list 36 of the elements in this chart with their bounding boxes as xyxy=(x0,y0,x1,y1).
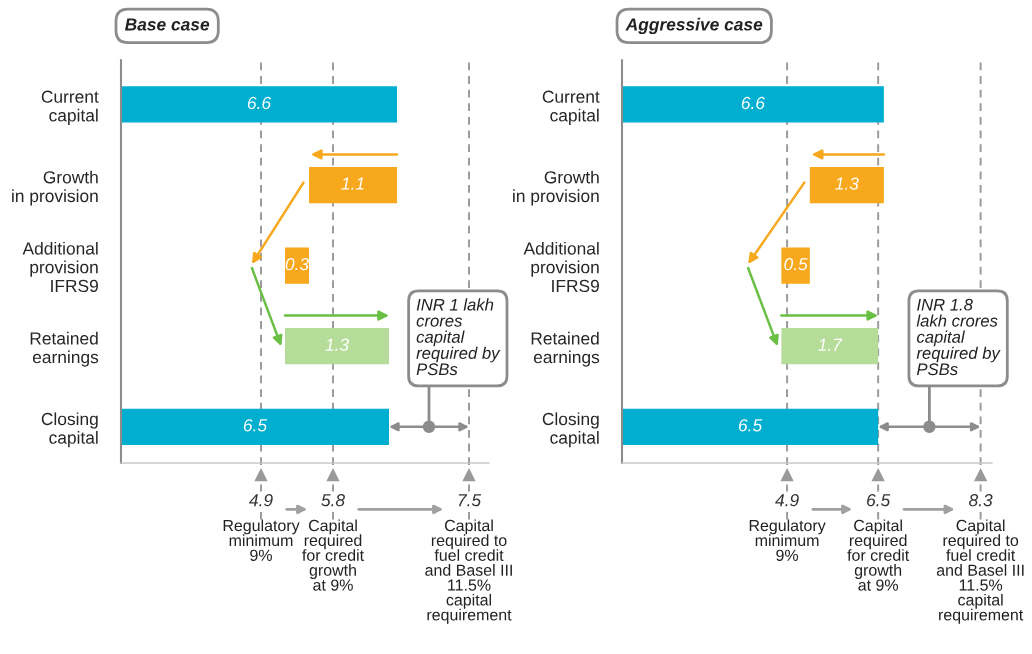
data-label: 1.1 xyxy=(341,177,364,190)
ref-line-label: Capital required for credit growth at 9% xyxy=(847,519,910,591)
y-tick-label: Closing capital xyxy=(41,412,98,448)
data-label: 1.3 xyxy=(835,177,859,190)
y-tick-label: Additional provision IFRS9 xyxy=(523,241,599,293)
data-label: 6.6 xyxy=(741,96,765,110)
y-tick-label: Additional provision IFRS9 xyxy=(22,241,98,293)
y-tick-label: Closing capital xyxy=(542,412,599,448)
data-label: 6.5 xyxy=(243,419,268,432)
annotation: INR 1 lakh crores capital required by PSBs xyxy=(416,298,501,376)
y-tick-label: Growth in provision xyxy=(12,170,98,206)
y-tick-label: Retained earnings xyxy=(531,331,600,367)
chart-title: Base case xyxy=(124,18,210,31)
y-tick-label: Growth in provision xyxy=(513,170,599,206)
y-tick-label: Current capital xyxy=(542,90,600,125)
chart-title: Aggressive case xyxy=(625,17,763,35)
data-label: 0.5 xyxy=(784,258,808,271)
data-label: 0.3 xyxy=(285,258,309,271)
x-tick-label: 5.8 xyxy=(321,494,345,507)
data-label: 1.3 xyxy=(325,338,349,351)
ref-line-label: Regulatory minimum 9% xyxy=(223,519,300,561)
data-label: 6.6 xyxy=(247,96,272,110)
x-tick-label: 4.9 xyxy=(249,494,273,507)
ref-line-label: Regulatory minimum 9% xyxy=(749,519,826,561)
x-tick-label: 7.5 xyxy=(458,494,482,507)
annotation: INR 1.8 lakh crores capital required by PSBs xyxy=(916,298,1001,376)
y-tick-label: Current capital xyxy=(41,90,99,125)
data-label: 6.5 xyxy=(738,419,763,432)
x-tick-label: 4.9 xyxy=(775,494,799,507)
ref-line-label: Capital required to fuel credit and Basel III 11.5% capital requirement xyxy=(936,519,1024,624)
x-tick-label: 6.5 xyxy=(867,494,891,507)
ref-line-label: Capital required to fuel credit and Basel III 11.5% capital requirement xyxy=(425,519,512,624)
ref-line-label: Capital required for credit growth at 9% xyxy=(302,519,364,591)
data-label: 1.7 xyxy=(818,338,843,351)
y-tick-label: Retained earnings xyxy=(30,331,99,367)
x-tick-label: 8.3 xyxy=(969,494,993,507)
